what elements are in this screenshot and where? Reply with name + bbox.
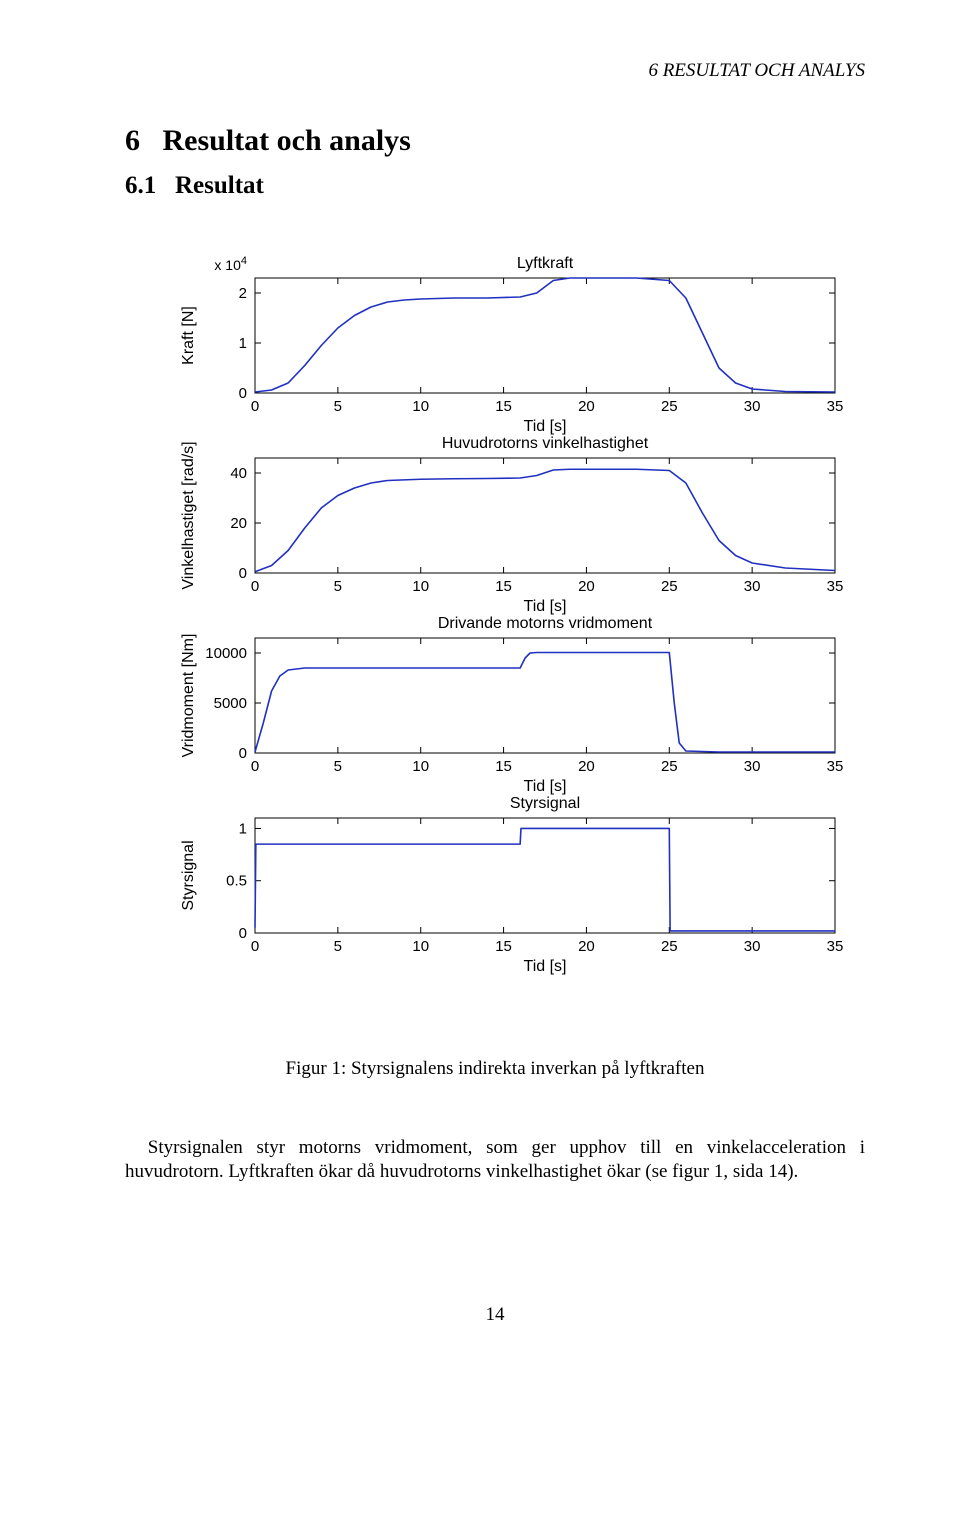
svg-text:20: 20 (578, 578, 595, 595)
svg-text:15: 15 (495, 398, 512, 415)
svg-text:15: 15 (495, 578, 512, 595)
svg-text:Styrsignal: Styrsignal (510, 795, 580, 812)
svg-text:25: 25 (661, 758, 678, 775)
svg-text:Tid [s]: Tid [s] (524, 418, 567, 435)
svg-text:10: 10 (412, 758, 429, 775)
svg-text:25: 25 (661, 398, 678, 415)
svg-text:30: 30 (744, 938, 761, 955)
svg-text:x 104: x 104 (214, 255, 247, 273)
svg-text:20: 20 (578, 938, 595, 955)
svg-text:25: 25 (661, 938, 678, 955)
body-paragraph-1: Styrsignalen styr motorns vridmoment, so… (125, 1136, 865, 1184)
svg-text:35: 35 (827, 398, 844, 415)
svg-text:10: 10 (412, 578, 429, 595)
svg-text:20: 20 (578, 398, 595, 415)
svg-text:15: 15 (495, 758, 512, 775)
svg-text:15: 15 (495, 938, 512, 955)
section-number: 6 (125, 124, 140, 157)
svg-text:20: 20 (578, 758, 595, 775)
svg-text:Vridmoment [Nm]: Vridmoment [Nm] (180, 634, 197, 758)
subsection-number: 6.1 (125, 172, 156, 199)
svg-text:10: 10 (412, 398, 429, 415)
svg-text:5: 5 (334, 578, 342, 595)
section-title: Resultat och analys (163, 124, 411, 157)
svg-text:Vinkelhastiget [rad/s]: Vinkelhastiget [rad/s] (180, 441, 197, 589)
svg-text:10000: 10000 (205, 645, 247, 662)
svg-text:0: 0 (239, 925, 247, 942)
subsection-heading: 6.1 Resultat (125, 172, 865, 200)
svg-text:1: 1 (239, 820, 247, 837)
svg-text:0: 0 (239, 745, 247, 762)
svg-text:5000: 5000 (214, 695, 247, 712)
page-number: 14 (125, 1304, 865, 1326)
svg-text:30: 30 (744, 578, 761, 595)
svg-text:Drivande motorns vridmoment: Drivande motorns vridmoment (438, 615, 653, 632)
svg-text:0: 0 (251, 578, 259, 595)
subsection-title: Resultat (175, 172, 264, 199)
svg-text:35: 35 (827, 938, 844, 955)
svg-text:Kraft [N]: Kraft [N] (180, 306, 197, 365)
figure-caption: Figur 1: Styrsignalens indirekta inverka… (125, 1058, 865, 1080)
svg-text:Tid [s]: Tid [s] (524, 958, 567, 975)
svg-text:35: 35 (827, 758, 844, 775)
svg-text:0: 0 (251, 758, 259, 775)
figure-plots-svg: Lyftkraftx 10405101520253035Tid [s]012Kr… (125, 238, 865, 988)
svg-text:1: 1 (239, 335, 247, 352)
running-head: 6 RESULTAT OCH ANALYS (125, 60, 865, 82)
svg-text:Huvudrotorns vinkelhastighet: Huvudrotorns vinkelhastighet (442, 435, 649, 452)
svg-text:2: 2 (239, 285, 247, 302)
svg-text:0: 0 (239, 565, 247, 582)
svg-text:30: 30 (744, 398, 761, 415)
svg-text:0: 0 (251, 398, 259, 415)
svg-text:30: 30 (744, 758, 761, 775)
section-heading: 6 Resultat och analys (125, 124, 865, 158)
svg-text:5: 5 (334, 758, 342, 775)
svg-text:5: 5 (334, 398, 342, 415)
svg-text:0: 0 (239, 385, 247, 402)
svg-text:Styrsignal: Styrsignal (180, 840, 197, 910)
svg-text:5: 5 (334, 938, 342, 955)
svg-text:40: 40 (230, 465, 247, 482)
svg-text:10: 10 (412, 938, 429, 955)
svg-text:Tid [s]: Tid [s] (524, 778, 567, 795)
svg-text:20: 20 (230, 515, 247, 532)
svg-text:Lyftkraft: Lyftkraft (517, 255, 574, 272)
svg-text:35: 35 (827, 578, 844, 595)
svg-text:0.5: 0.5 (226, 873, 247, 890)
svg-text:Tid [s]: Tid [s] (524, 598, 567, 615)
figure-1: Lyftkraftx 10405101520253035Tid [s]012Kr… (125, 238, 865, 988)
svg-text:0: 0 (251, 938, 259, 955)
svg-text:25: 25 (661, 578, 678, 595)
